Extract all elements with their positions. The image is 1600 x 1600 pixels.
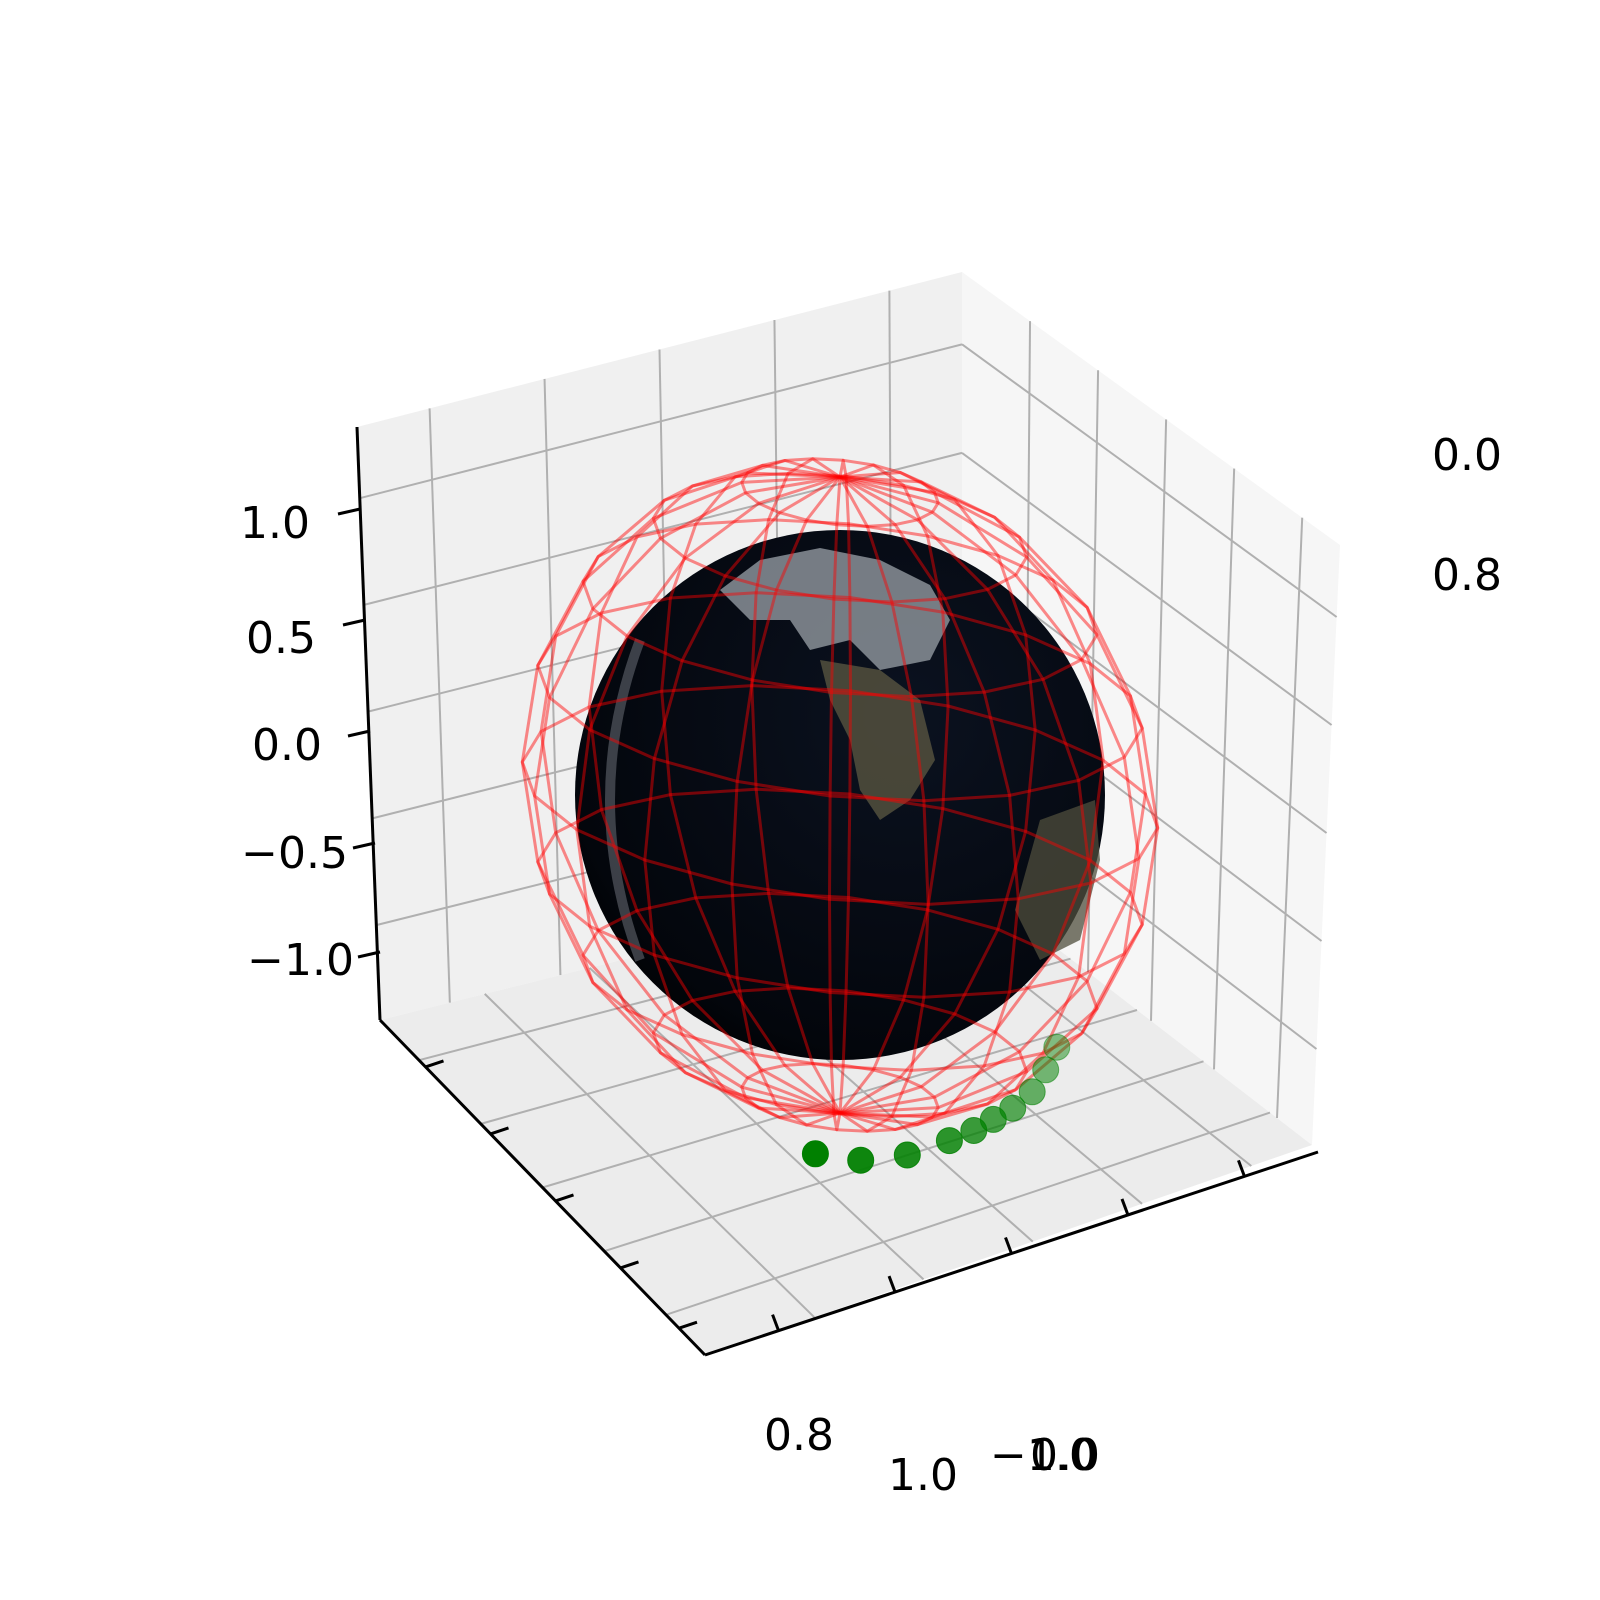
z-tick-mark — [357, 950, 381, 959]
y-tick-mark — [1120, 1198, 1130, 1216]
y-tick-labels: 0.0 0.8 — [1432, 430, 1502, 601]
wireframe-meridian — [838, 476, 930, 1133]
earth-sphere — [575, 530, 1105, 1060]
wireframe-sphere — [520, 457, 1160, 1133]
z-tick-mark — [347, 729, 371, 738]
x-tick-mark — [490, 1126, 509, 1136]
x-tick-mark — [425, 1059, 444, 1069]
grid-line — [484, 993, 815, 1318]
landmass-americas — [820, 660, 935, 820]
z-tick-label: 0.5 — [246, 613, 316, 664]
grid-line — [1213, 468, 1236, 1070]
orbit-point — [1032, 1056, 1060, 1084]
z-tick-label: −0.5 — [241, 828, 348, 879]
wireframe-meridian — [839, 475, 1160, 1115]
y-tick-mark — [887, 1275, 897, 1293]
axis-ticks — [337, 507, 1246, 1332]
z-tick-label: 1.0 — [240, 498, 310, 549]
wireframe-meridian — [839, 475, 1093, 1127]
y-tick-label: 0.8 — [1432, 550, 1502, 601]
orbit-point — [1043, 1033, 1071, 1061]
orbit-point — [999, 1094, 1027, 1122]
x-axis-line — [378, 1018, 707, 1357]
wireframe-meridian — [660, 459, 841, 1115]
z-tick-label: 0.0 — [252, 720, 322, 771]
wireframe-meridian — [838, 458, 852, 1114]
grid-line — [542, 1009, 1138, 1189]
orbit-point — [935, 1127, 963, 1155]
wireframe-meridian — [828, 476, 842, 1132]
z-tick-labels: 1.0 0.5 0.0 −0.5 −1.0 — [240, 498, 354, 986]
wireframe-meridian — [575, 475, 841, 1115]
wireframe-meridian — [533, 475, 841, 1115]
y-tick-mark — [1004, 1236, 1013, 1255]
z-tick-label: −1.0 — [247, 935, 354, 986]
wireframe-meridian — [839, 475, 1147, 1115]
wireframe-parallel — [520, 684, 1160, 906]
x-tick-label: 0.0 — [1030, 1430, 1100, 1481]
x-tick-labels: 0.8 1.0 −1.0 0.0 — [764, 1410, 1100, 1501]
grid-line — [543, 378, 562, 976]
z-tick-mark — [352, 841, 376, 850]
floor-pane — [380, 875, 1312, 1355]
wireframe-meridian — [839, 471, 1037, 1115]
wireframe-parallel — [581, 518, 1099, 699]
x-tick-label: 1.0 — [888, 1450, 958, 1501]
z-tick-mark — [342, 618, 366, 627]
wireframe-parallel — [536, 591, 1144, 803]
wireframe-meridian — [838, 463, 950, 1114]
wireframe-parallel — [651, 986, 1029, 1119]
wireframe-parallel — [740, 457, 940, 528]
x-tick-mark — [620, 1260, 639, 1270]
grid-line — [665, 1111, 1271, 1316]
orbit-point — [801, 1140, 829, 1168]
x-tick-mark — [678, 1320, 698, 1330]
wireframe-parallel — [740, 1062, 940, 1133]
orbit-point — [893, 1141, 921, 1169]
x-tick-label: 0.8 — [764, 1410, 834, 1461]
wireframe-meridian — [587, 463, 841, 1115]
z-axis-line — [355, 426, 382, 1021]
sphere-limb-highlight — [605, 638, 645, 962]
wireframe-meridian — [750, 457, 842, 1114]
wireframe-meridian — [839, 475, 1105, 1115]
grid-line — [961, 343, 1338, 618]
y-tick-mark — [1237, 1159, 1246, 1177]
wireframe-meridian — [539, 471, 841, 1115]
y-tick-label: 0.0 — [1432, 430, 1502, 481]
wireframe-meridian — [643, 475, 841, 1119]
sphere-body — [575, 530, 1105, 1060]
wireframe-meridian — [520, 475, 841, 1115]
z-tick-mark — [337, 507, 361, 516]
wireframe-meridian — [839, 475, 1141, 1119]
orbit-point — [1018, 1078, 1046, 1106]
grid-line — [961, 452, 1333, 726]
grid-line — [1276, 517, 1304, 1119]
grid-line — [588, 967, 925, 1281]
x-tick-mark — [555, 1193, 574, 1203]
x-tick-label: −1.0 — [990, 1430, 1097, 1481]
y-tick-mark — [771, 1314, 780, 1332]
grid-line — [428, 408, 451, 1003]
wireframe-parallel — [536, 787, 1144, 999]
orbit-point — [847, 1146, 875, 1174]
wireframe-parallel — [651, 471, 1029, 604]
wireframe-meridian — [839, 475, 1020, 1131]
orbit-points — [801, 1033, 1071, 1174]
grid-line — [1150, 419, 1168, 1021]
wireframe-meridian — [730, 476, 842, 1127]
landmass-south — [1015, 800, 1100, 960]
landmass-north — [720, 548, 950, 670]
wireframe-parallel — [581, 891, 1099, 1072]
